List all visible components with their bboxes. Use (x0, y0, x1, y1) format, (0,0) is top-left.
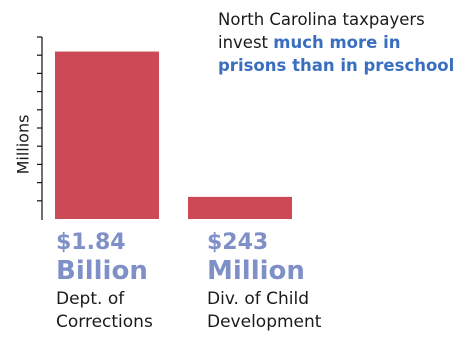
chart-headline: North Carolina taxpayers invest much mor… (218, 8, 464, 77)
value-label-unit: Million (207, 256, 305, 286)
category-block-child-development: $243 Million Div. of Child Development (207, 230, 321, 334)
category-label-line: Div. of Child (207, 289, 310, 309)
value-label-unit: Billion (56, 256, 148, 286)
headline-line-1: North Carolina taxpayers (218, 10, 425, 29)
category-label: Div. of Child Development (207, 288, 321, 334)
bar-child-development (188, 196, 292, 219)
headline-line-2-plain: invest (218, 33, 274, 52)
value-label-amount: $1.84 (56, 230, 126, 255)
bar-corrections (55, 51, 159, 220)
category-label: Dept. of Corrections (56, 288, 153, 334)
category-label-line: Corrections (56, 312, 153, 332)
category-label-line: Development (207, 312, 322, 332)
category-label-line: Dept. of (56, 289, 125, 309)
headline-line-3-emphasis: prisons than in preschool (218, 56, 455, 75)
category-block-corrections: $1.84 Billion Dept. of Corrections (56, 230, 153, 334)
headline-line-2-emphasis: much more in (273, 33, 401, 52)
value-label-amount: $243 (207, 230, 269, 255)
